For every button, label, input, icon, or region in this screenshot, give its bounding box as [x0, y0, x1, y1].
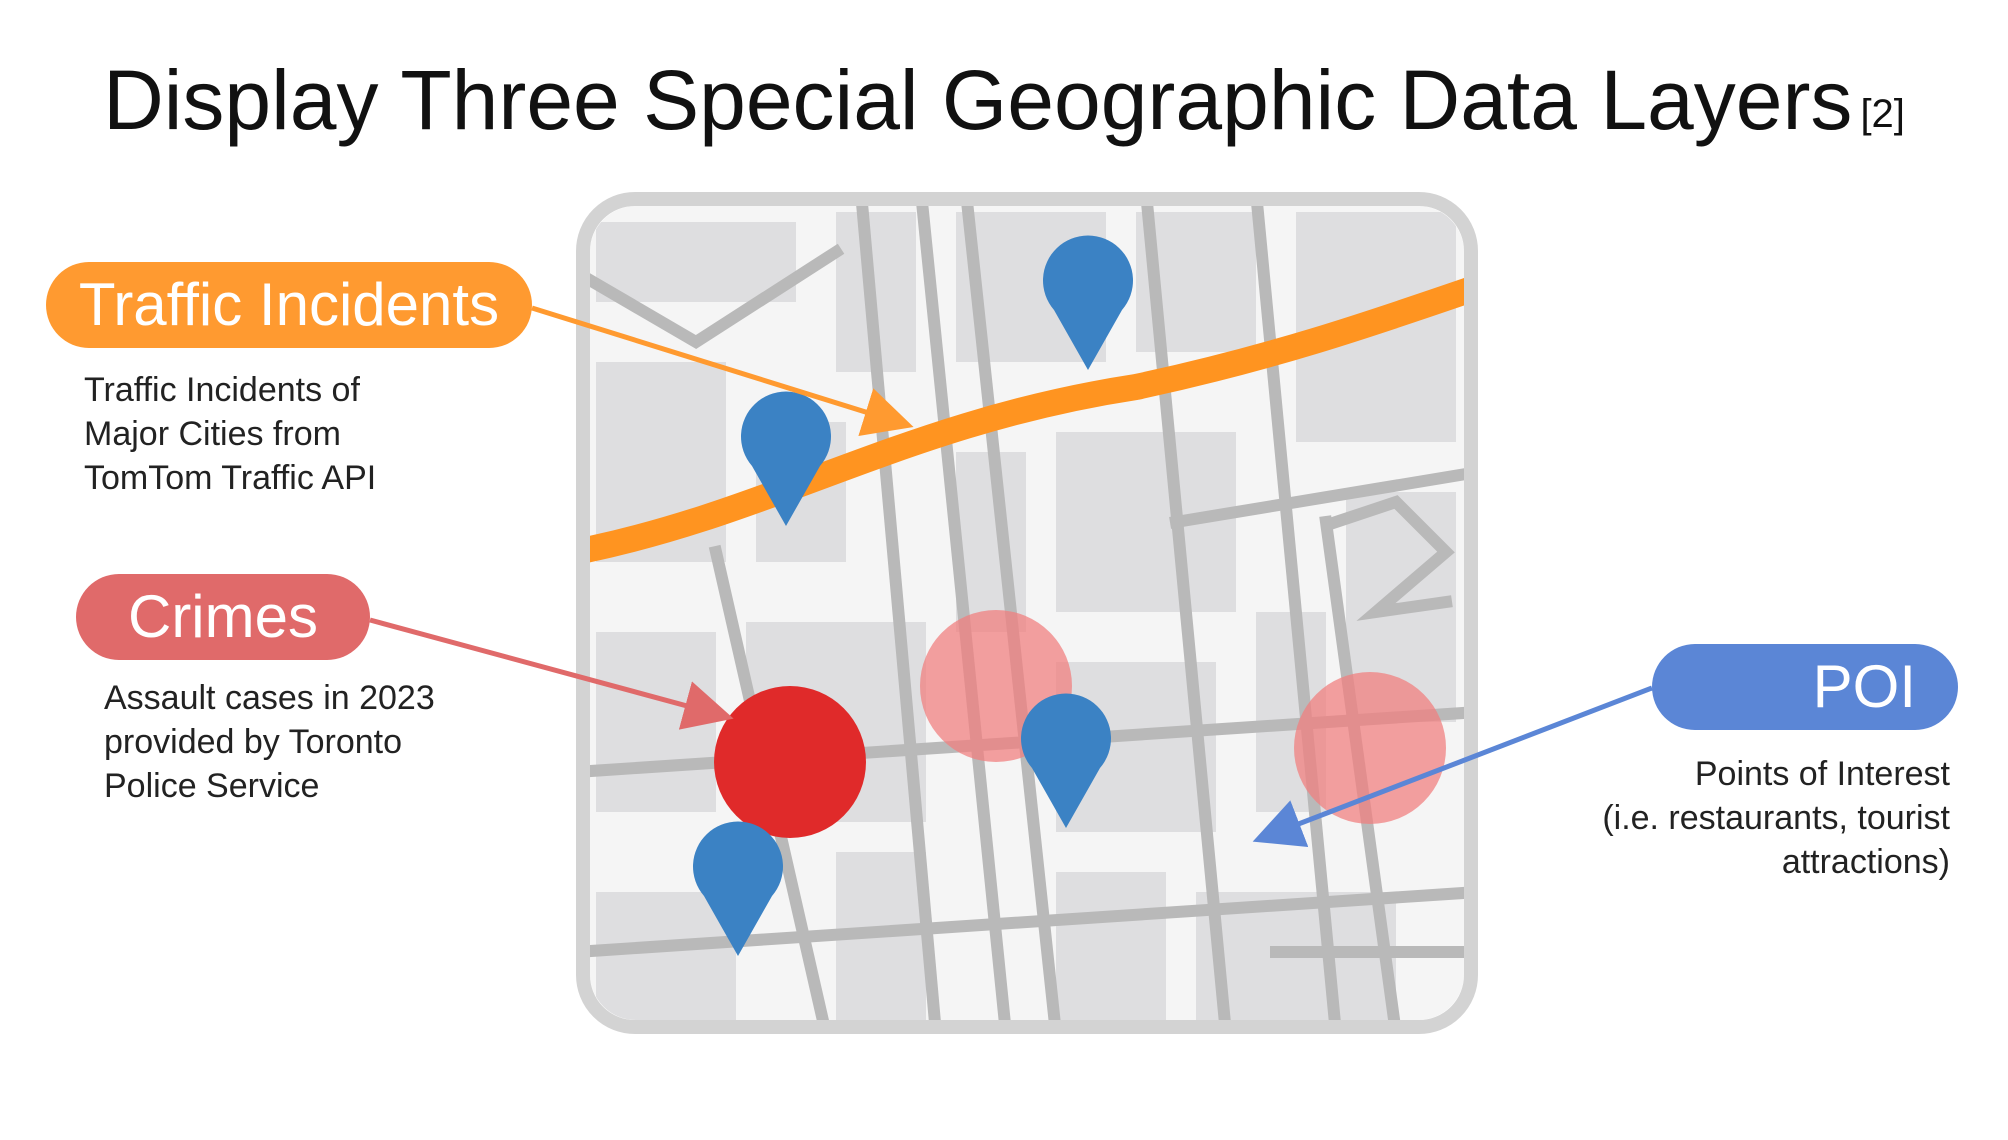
poi-desc-line: Points of Interest	[1694, 755, 1950, 793]
map-pin-icon	[693, 821, 783, 956]
map-frame	[576, 192, 1478, 1034]
poi-label: POI	[1652, 644, 1958, 730]
map-graphic	[576, 192, 1478, 1034]
crimes-desc-line: Police Service	[104, 767, 320, 805]
poi-desc-line: attractions)	[1781, 843, 1950, 881]
traffic-incidents-label: Traffic Incidents	[46, 262, 532, 348]
traffic-incidents-label-text: Traffic Incidents	[78, 271, 500, 338]
poi-label-text: POI	[1812, 653, 1916, 720]
map-pin-icon	[1021, 693, 1111, 828]
traffic-incident-line	[590, 274, 1464, 565]
crime-marker	[714, 686, 866, 838]
title-reference: [2]	[1860, 92, 1905, 136]
title-text: Display Three Special Geographic Data La…	[103, 53, 1853, 147]
map-pin-icon	[1043, 235, 1133, 370]
traffic-incidents-description: Traffic Incidents of Major Cities from T…	[84, 368, 376, 500]
crimes-desc-line: provided by Toronto	[104, 723, 403, 761]
page-title: Display Three Special Geographic Data La…	[0, 52, 2008, 149]
crimes-label-text: Crimes	[128, 583, 318, 650]
crimes-label: Crimes	[76, 574, 370, 660]
poi-description: Points of Interest (i.e. restaurants, to…	[1602, 752, 1950, 884]
poi-desc-line: (i.e. restaurants, tourist	[1602, 799, 1950, 837]
crimes-desc-line: Assault cases in 2023	[104, 679, 435, 717]
traffic-desc-line: Traffic Incidents of	[84, 371, 360, 409]
crime-marker-faded	[1294, 672, 1446, 824]
traffic-desc-line: Major Cities from	[84, 415, 341, 453]
traffic-desc-line: TomTom Traffic API	[84, 459, 377, 497]
map-preview	[576, 192, 1478, 1034]
crimes-description: Assault cases in 2023 provided by Toront…	[104, 676, 435, 808]
